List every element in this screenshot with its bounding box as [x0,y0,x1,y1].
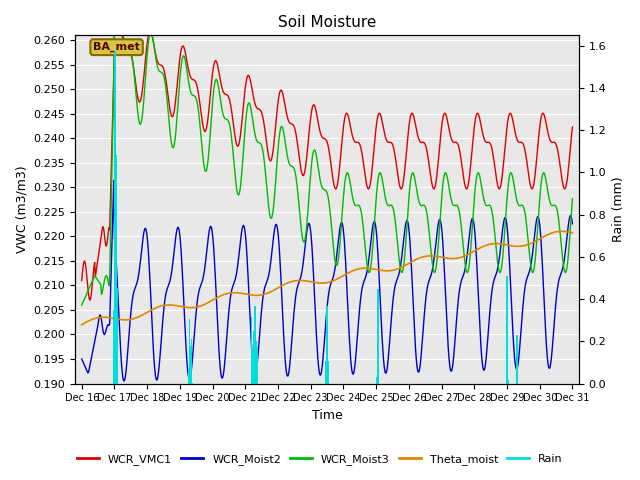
Bar [113,310,115,384]
Bar [189,319,190,384]
Bar [516,336,517,384]
Bar [325,360,327,384]
Bar [326,306,328,384]
Bar [115,196,116,384]
Bar [115,51,116,384]
Bar [191,383,193,384]
Bar [327,306,328,384]
Title: Soil Moisture: Soil Moisture [278,15,376,30]
Legend: WCR_VMC1, WCR_Moist2, WCR_Moist3, Theta_moist, Rain: WCR_VMC1, WCR_Moist2, WCR_Moist3, Theta_… [72,450,568,469]
Bar [376,377,377,384]
Bar [254,306,256,384]
Bar [508,381,509,384]
Bar [191,339,192,384]
Y-axis label: Rain (mm): Rain (mm) [612,177,625,242]
Bar [377,289,379,384]
X-axis label: Time: Time [312,409,342,422]
Bar [116,156,117,384]
Bar [252,352,253,384]
Bar [376,322,378,384]
Bar [516,335,518,384]
Bar [253,331,254,384]
Bar [506,336,507,384]
Text: BA_met: BA_met [93,42,140,52]
Bar [190,346,191,384]
Bar [256,341,257,384]
Bar [378,344,380,384]
Bar [189,352,191,384]
Bar [252,350,253,384]
Bar [251,317,252,384]
Bar [116,288,118,384]
Bar [328,360,329,384]
Bar [506,276,508,384]
Bar [255,367,257,384]
Bar [188,370,189,384]
Bar [114,165,115,384]
Bar [507,320,508,384]
Y-axis label: VWC (m3/m3): VWC (m3/m3) [15,166,28,253]
Bar [253,373,255,384]
Bar [257,348,258,384]
